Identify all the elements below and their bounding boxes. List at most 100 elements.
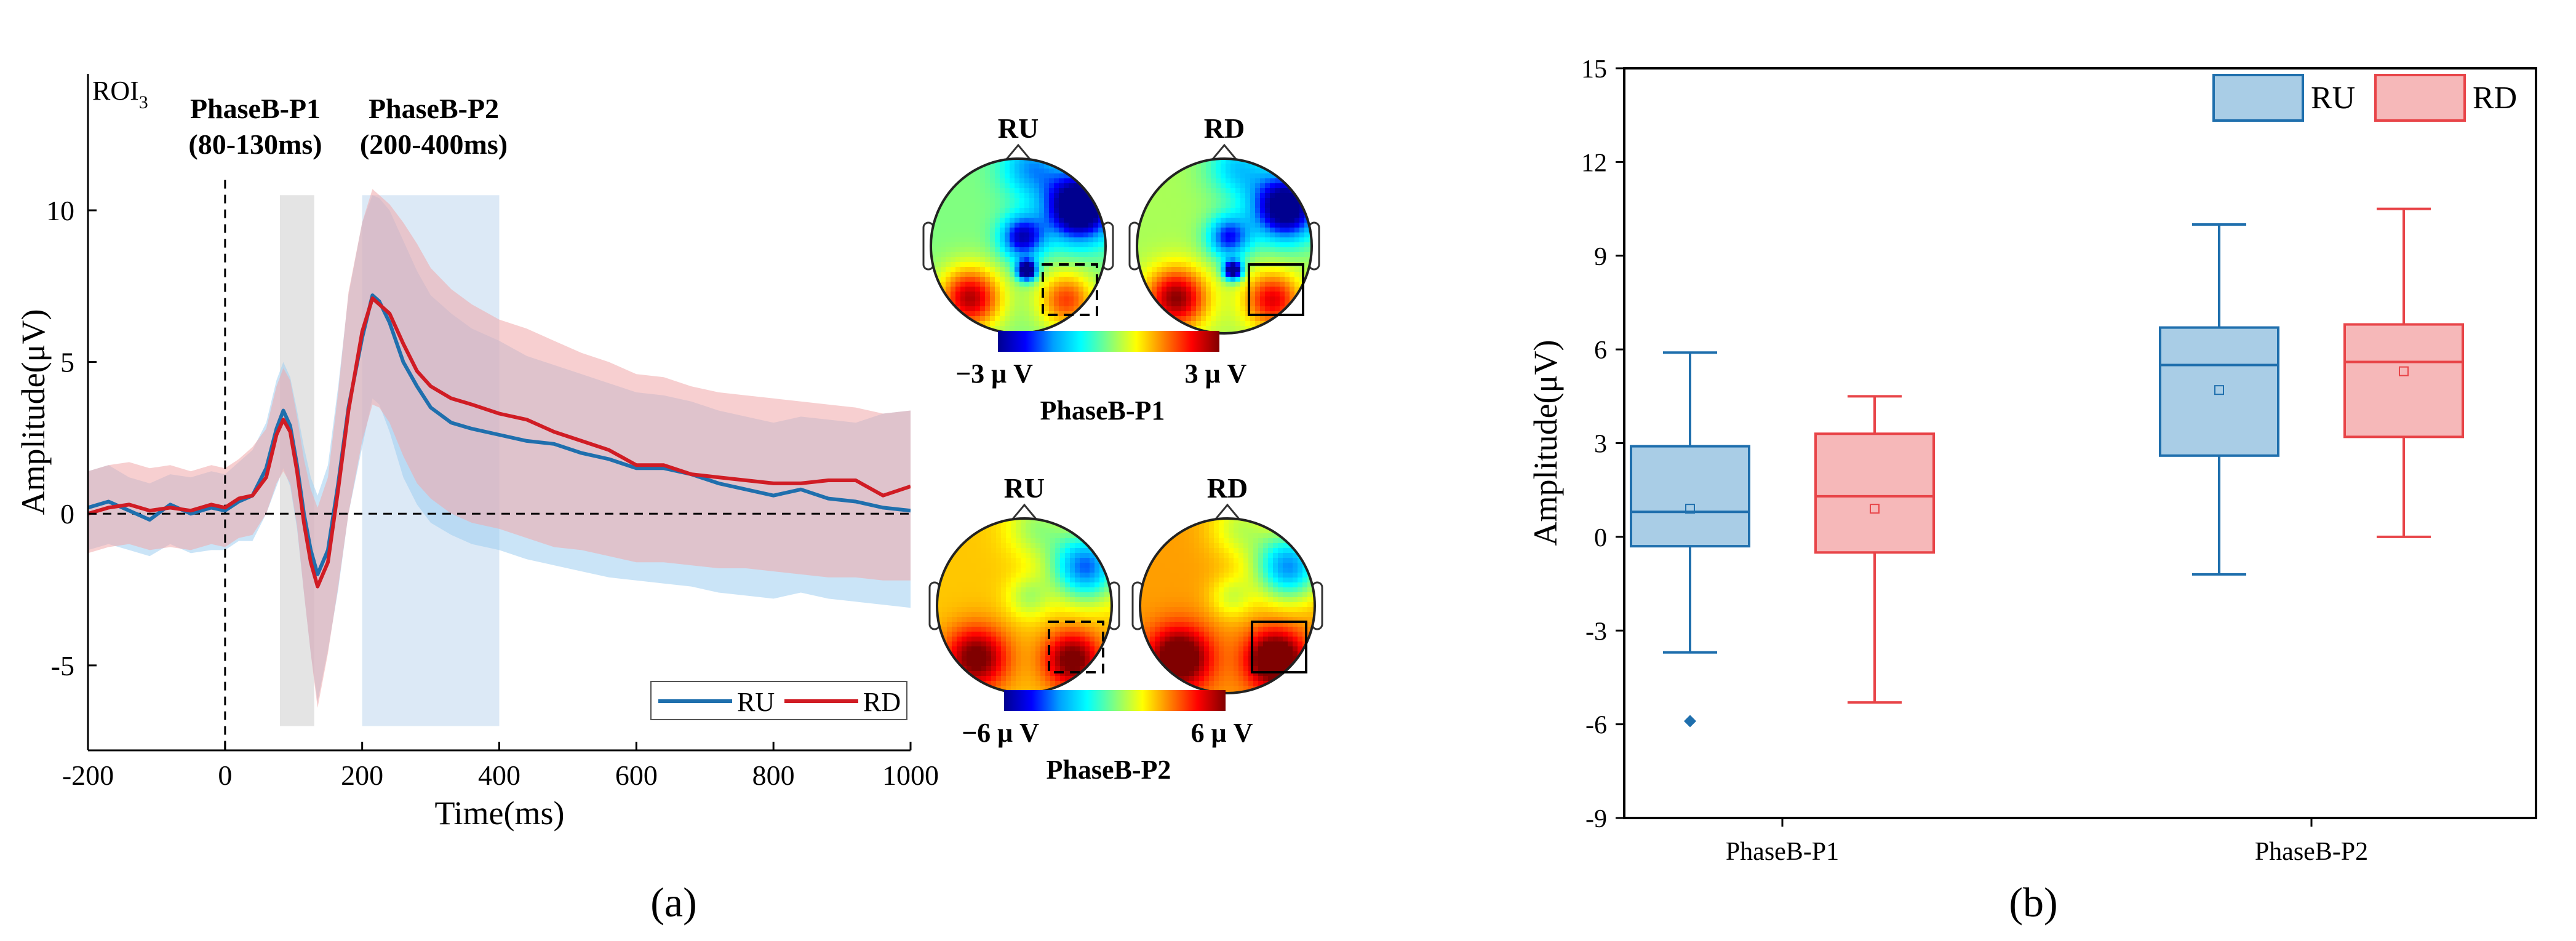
topomap-cell: [1165, 602, 1170, 608]
topomap-cell: [1157, 208, 1162, 213]
topomap-cell: [1263, 553, 1269, 558]
topomap-cell: [967, 632, 972, 637]
topomap-cell: [996, 691, 1002, 693]
topomap-cell: [1055, 553, 1061, 558]
topomap-cell: [1031, 686, 1036, 691]
topomap-cell: [1270, 277, 1275, 282]
topomap-cell: [1235, 311, 1241, 317]
topomap-cell: [1243, 523, 1249, 529]
topomap-cell: [1044, 267, 1050, 272]
topomap-cell: [981, 538, 987, 544]
topomap-cell: [1157, 213, 1162, 218]
topomap-cell: [1016, 558, 1021, 563]
topomap-cell: [1044, 183, 1050, 189]
topomap-cell: [1075, 597, 1080, 603]
topomap-cell: [1021, 563, 1026, 568]
topomap-cell: [1283, 578, 1288, 583]
topomap-cell: [1040, 686, 1046, 691]
topomap-cell: [1285, 228, 1290, 233]
topomap-cell: [996, 578, 1002, 583]
topomap-cell: [1050, 538, 1056, 544]
topomap-cell: [1166, 287, 1172, 292]
topomap-cell: [1199, 558, 1205, 563]
topomap-cell: [1243, 602, 1249, 608]
topomap-cell: [1298, 602, 1303, 608]
topomap-cell: [1059, 193, 1064, 199]
topomap-cell: [1179, 646, 1185, 652]
topomap-cell: [1253, 558, 1259, 563]
topomap-cell: [1021, 676, 1026, 681]
topomap-cell: [1181, 301, 1187, 307]
topomap-cell: [1214, 558, 1219, 563]
topomap-cell: [991, 568, 997, 573]
topomap-cell: [1216, 321, 1221, 327]
topomap-cell: [1059, 183, 1064, 189]
topomap-cell: [1235, 203, 1241, 208]
topomap-cell: [1093, 208, 1099, 213]
topomap-rd-1: RD: [1128, 113, 1320, 335]
topomap-cell: [1216, 173, 1221, 179]
topomap-cell: [1230, 321, 1236, 327]
topomap-cell: [1088, 232, 1094, 238]
topomap-cell: [1145, 582, 1150, 588]
topomap-cell: [1250, 178, 1256, 184]
topomap-cell: [1049, 208, 1055, 213]
topomap-cell: [1137, 237, 1142, 243]
topomap-rd-2: RD: [1131, 472, 1323, 694]
topomap-cell: [991, 627, 997, 632]
topomap-cell: [1199, 533, 1205, 539]
topomap-cell: [1011, 573, 1016, 578]
topomap-cell: [942, 612, 947, 617]
topomap-cell: [1054, 198, 1059, 204]
topomap-cell: [957, 558, 962, 563]
topomap-cell: [1024, 159, 1030, 164]
topomap-cell: [1064, 272, 1069, 277]
topomap-cell: [960, 183, 966, 189]
topomap-cell: [1278, 607, 1283, 613]
topomap-cell: [1060, 627, 1066, 632]
topomap-cell: [1088, 267, 1094, 272]
topomap-cell: [1075, 627, 1080, 632]
topomap-cell: [981, 637, 987, 642]
topomap-cell: [1293, 617, 1298, 622]
topomap-cell: [1035, 587, 1041, 593]
topomap-cell: [1209, 651, 1214, 657]
topomap-cell: [1263, 622, 1269, 627]
topomap-cell: [1293, 622, 1298, 627]
topomap-cell: [1019, 193, 1025, 199]
topomap-cell: [1307, 582, 1313, 588]
topomap-cell: [991, 587, 997, 593]
topomap-cell: [1229, 563, 1234, 568]
topomap-cell: [962, 627, 967, 632]
topomap-cell: [965, 173, 971, 179]
topomap-cell: [1240, 252, 1246, 258]
roi-box: [1248, 263, 1304, 316]
topomap-cell: [951, 203, 956, 208]
topomap-cell: [1026, 617, 1031, 622]
topomap-cell: [962, 651, 967, 657]
topomap-cell: [1070, 641, 1075, 647]
topomap-cell: [1080, 582, 1085, 588]
topomap-cell: [985, 213, 991, 218]
topomap-cell: [946, 203, 951, 208]
topomap-cell: [1179, 553, 1185, 558]
topomap-cell: [1263, 573, 1269, 578]
topomap-cell: [975, 223, 981, 228]
topomap-cell: [991, 563, 997, 568]
topomap-cell: [1024, 169, 1030, 174]
topomap-cell: [1275, 287, 1280, 292]
topomap-cell: [1196, 316, 1202, 322]
topomap-cell: [1050, 627, 1056, 632]
topomap-cell: [1283, 558, 1288, 563]
topomap-cell: [965, 292, 971, 297]
topomap-cell: [1034, 247, 1040, 253]
topomap-cell: [995, 232, 1000, 238]
topomap-cell: [990, 173, 995, 179]
topomap-cell: [1189, 646, 1195, 652]
topomap-cell: [1019, 321, 1025, 327]
topomap-cell: [1015, 296, 1020, 302]
topomap-cell: [1219, 656, 1224, 662]
topomap-cell: [1298, 607, 1303, 613]
topomap-cell: [1234, 617, 1239, 622]
topomap-cell: [1034, 282, 1040, 287]
